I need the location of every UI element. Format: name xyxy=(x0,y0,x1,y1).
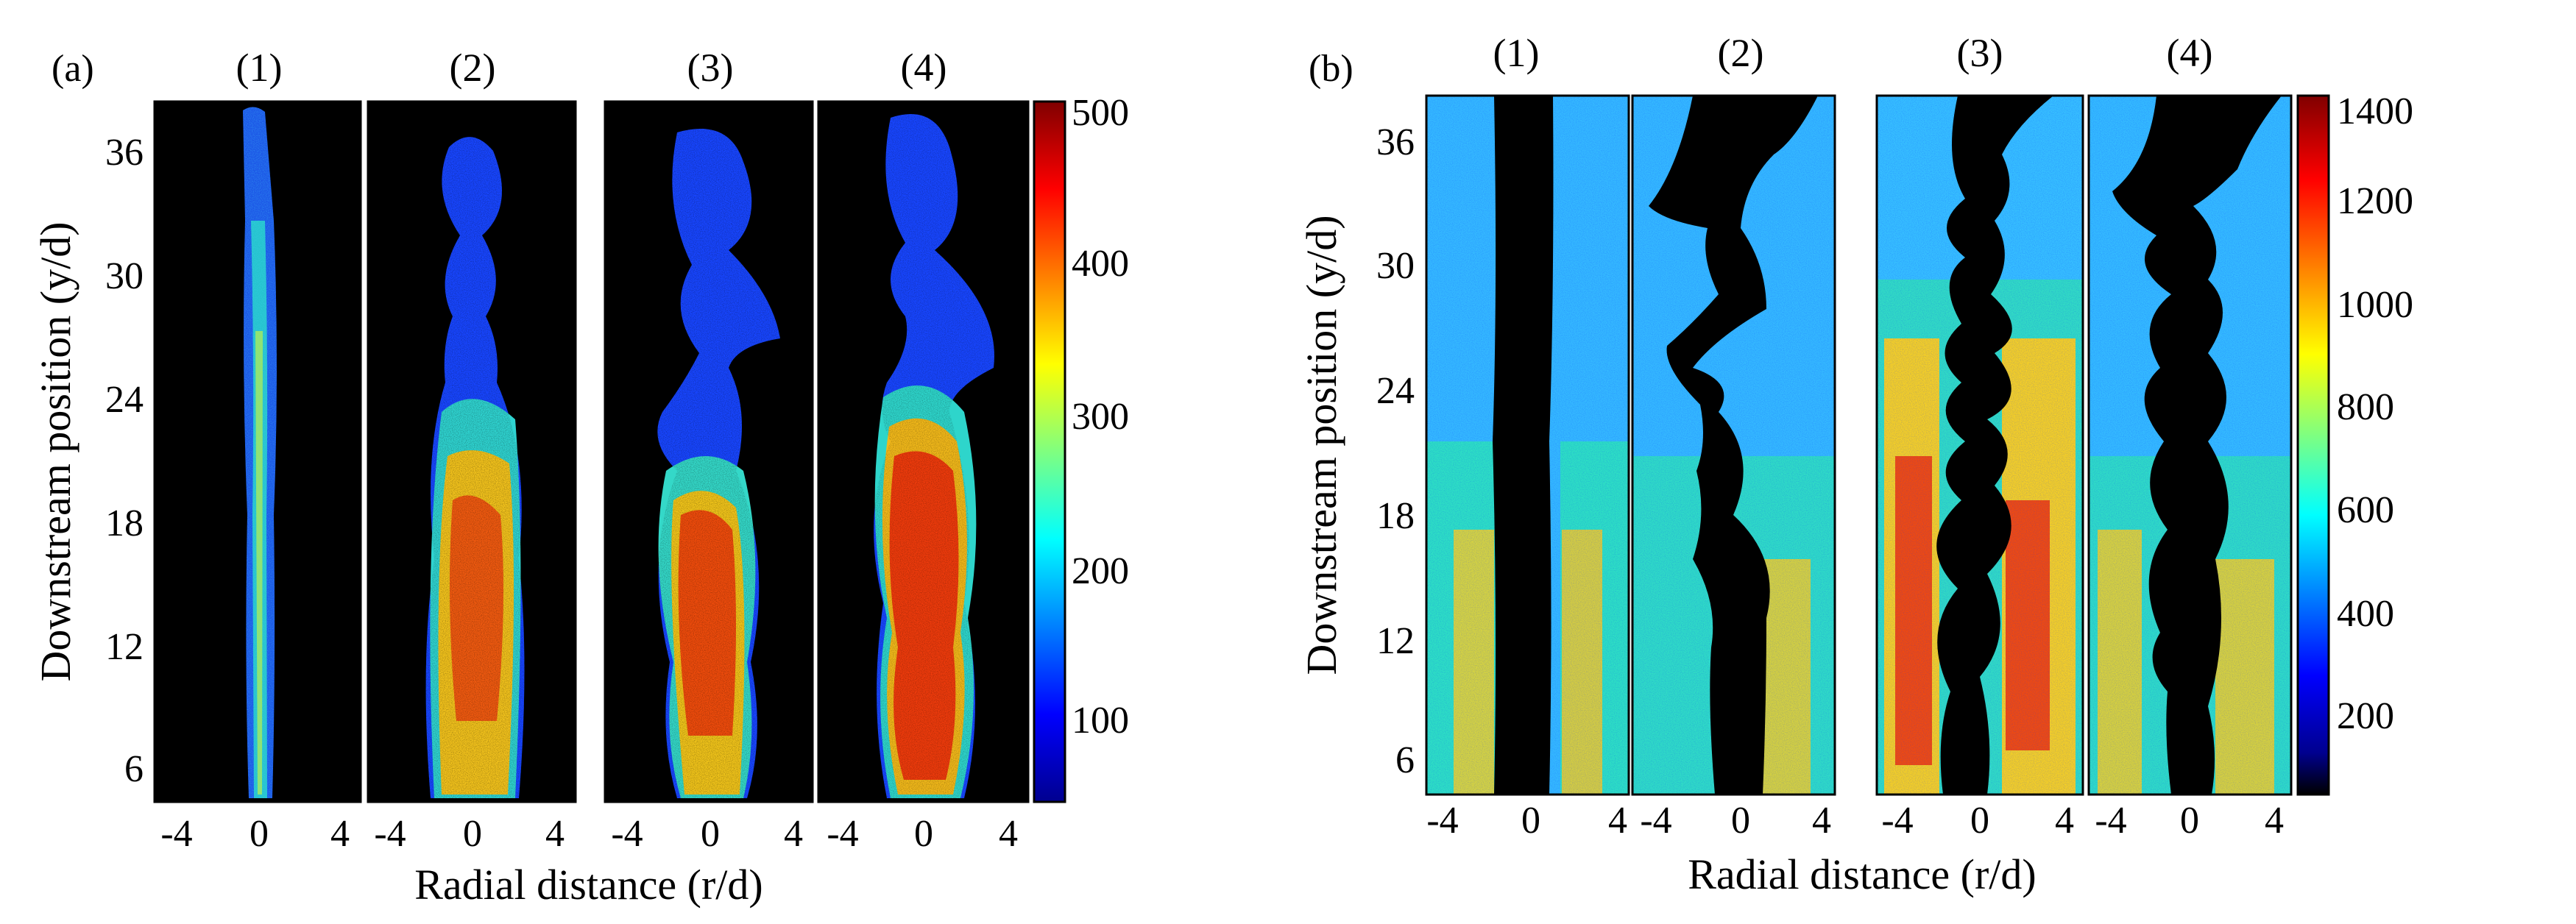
colorbar-tick-label: 300 xyxy=(1072,396,1129,438)
x-tick-label: 0 xyxy=(1521,800,1540,842)
y-axis-title-a: Downstream position (y/d) xyxy=(32,221,79,681)
x-tick-label: -4 xyxy=(374,813,406,855)
subpanel-a2-title: (2) xyxy=(450,46,496,90)
x-tick-label: 4 xyxy=(545,813,565,855)
y-tick-label: 24 xyxy=(105,379,144,421)
y-ticks-a: 6 12 18 24 30 36 xyxy=(105,132,144,790)
subpanel-a1-title: (1) xyxy=(236,46,283,90)
x-tick-label: 4 xyxy=(999,813,1018,855)
x-tick-label: -4 xyxy=(1426,800,1458,842)
x-tick-label: 4 xyxy=(330,813,350,855)
x-tick-label: -4 xyxy=(160,813,192,855)
panel-a-label: (a) xyxy=(52,48,94,90)
x-tick-label: 0 xyxy=(701,813,720,855)
x-tick-label: 4 xyxy=(784,813,803,855)
x-axis-title-a: Radial distance (r/d) xyxy=(414,861,763,909)
subpanel-b1 xyxy=(1426,96,1629,795)
x-tick-label: -4 xyxy=(2095,800,2126,842)
subpanel-a1 xyxy=(155,102,361,802)
colorbar-tick-label: 400 xyxy=(2337,593,2394,635)
panel-b: (b) (1) (2) (3) (4) xyxy=(1298,31,2413,898)
x-tick-label: -4 xyxy=(611,813,643,855)
y-tick-label: 24 xyxy=(1376,370,1415,412)
y-tick-label: 30 xyxy=(1376,245,1415,287)
subpanel-a4 xyxy=(818,102,1028,802)
x-tick-label: 0 xyxy=(2180,800,2199,842)
x-tick-label: 4 xyxy=(2265,800,2284,842)
panel-a: (a) (1) (2) (3) (4) xyxy=(32,46,1129,909)
x-tick-label: 4 xyxy=(1608,800,1627,842)
subpanel-a2 xyxy=(368,102,576,802)
y-tick-label: 18 xyxy=(1376,495,1415,537)
panel-b-label: (b) xyxy=(1309,48,1354,90)
y-ticks-b: 6 12 18 24 30 36 xyxy=(1376,121,1415,781)
x-tick-label: 0 xyxy=(1970,800,1989,842)
y-tick-label: 18 xyxy=(105,502,144,544)
x-tick-label: 4 xyxy=(1812,800,1831,842)
x-tick-label: -4 xyxy=(1640,800,1671,842)
subpanel-a4-title: (4) xyxy=(901,46,947,90)
y-tick-label: 36 xyxy=(105,132,144,174)
x-tick-label: 0 xyxy=(463,813,482,855)
subpanel-a3 xyxy=(605,102,813,802)
y-tick-label: 6 xyxy=(124,748,144,790)
subpanel-b2 xyxy=(1632,96,1835,795)
subpanel-b3-title: (3) xyxy=(1957,31,2003,75)
colorbar-tick-label: 400 xyxy=(1072,243,1129,285)
colorbar-tick-label: 1000 xyxy=(2337,284,2413,326)
subpanel-b4-title: (4) xyxy=(2167,31,2213,75)
x-axis-title-b: Radial distance (r/d) xyxy=(1688,850,2037,898)
x-tick-label: 0 xyxy=(250,813,269,855)
colorbar-a: 100 200 300 400 500 xyxy=(1033,92,1129,803)
y-tick-label: 12 xyxy=(1376,620,1415,662)
x-tick-label: 0 xyxy=(1731,800,1750,842)
subpanel-a3-title: (3) xyxy=(687,46,734,90)
colorbar-tick-label: 1400 xyxy=(2337,90,2413,132)
colorbar-b: 200 400 600 800 1000 1200 1400 xyxy=(2296,90,2413,796)
subpanel-b4 xyxy=(2089,96,2291,795)
y-tick-label: 6 xyxy=(1395,739,1415,781)
colorbar-tick-label: 200 xyxy=(2337,695,2394,737)
x-tick-label: -4 xyxy=(827,813,858,855)
subpanel-b3 xyxy=(1877,96,2083,795)
y-tick-label: 12 xyxy=(105,626,144,668)
y-axis-title-b: Downstream position (y/d) xyxy=(1298,215,1345,675)
x-ticks-b: -4 0 4 -4 0 4 -4 0 4 -4 0 4 xyxy=(1426,800,2284,842)
x-tick-label: -4 xyxy=(1881,800,1913,842)
x-tick-label: 4 xyxy=(2055,800,2074,842)
x-tick-label: 0 xyxy=(914,813,933,855)
y-tick-label: 30 xyxy=(105,255,144,297)
colorbar-tick-label: 1200 xyxy=(2337,180,2413,222)
x-ticks-a: -4 0 4 -4 0 4 -4 0 4 -4 0 4 xyxy=(160,813,1018,855)
y-tick-label: 36 xyxy=(1376,121,1415,163)
colorbar-tick-label: 600 xyxy=(2337,489,2394,531)
subpanel-b1-title: (1) xyxy=(1493,31,1540,75)
colorbar-tick-label: 200 xyxy=(1072,550,1129,592)
colorbar-tick-label: 800 xyxy=(2337,386,2394,428)
colorbar-tick-label: 100 xyxy=(1072,700,1129,742)
subpanel-b2-title: (2) xyxy=(1718,31,1764,75)
colorbar-tick-label: 500 xyxy=(1072,92,1129,134)
